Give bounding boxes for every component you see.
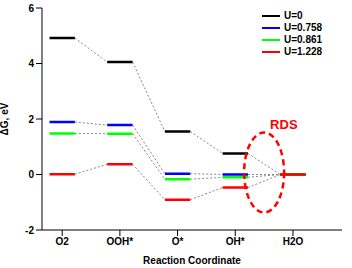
svg-text:Reaction Coordinate: Reaction Coordinate (143, 255, 241, 266)
svg-text:6: 6 (28, 3, 34, 14)
svg-text:-2: -2 (25, 225, 34, 236)
svg-text:H2O: H2O (283, 236, 304, 247)
svg-text:0: 0 (28, 169, 34, 180)
svg-text:O2: O2 (56, 236, 70, 247)
svg-text:OH*: OH* (226, 236, 245, 247)
html-text:U=1.228: U=1.228 (284, 46, 323, 57)
html-text:U=0.758: U=0.758 (284, 22, 323, 33)
svg-text:4: 4 (28, 58, 34, 69)
html-text:U=0.861: U=0.861 (284, 34, 323, 45)
svg-text:OOH*: OOH* (107, 236, 134, 247)
svg-text:RDS: RDS (270, 117, 298, 132)
html-text:U=0: U=0 (284, 10, 303, 21)
svg-text:ΔG, eV: ΔG, eV (8, 102, 10, 135)
svg-text:O*: O* (172, 236, 184, 247)
svg-text:2: 2 (28, 114, 34, 125)
